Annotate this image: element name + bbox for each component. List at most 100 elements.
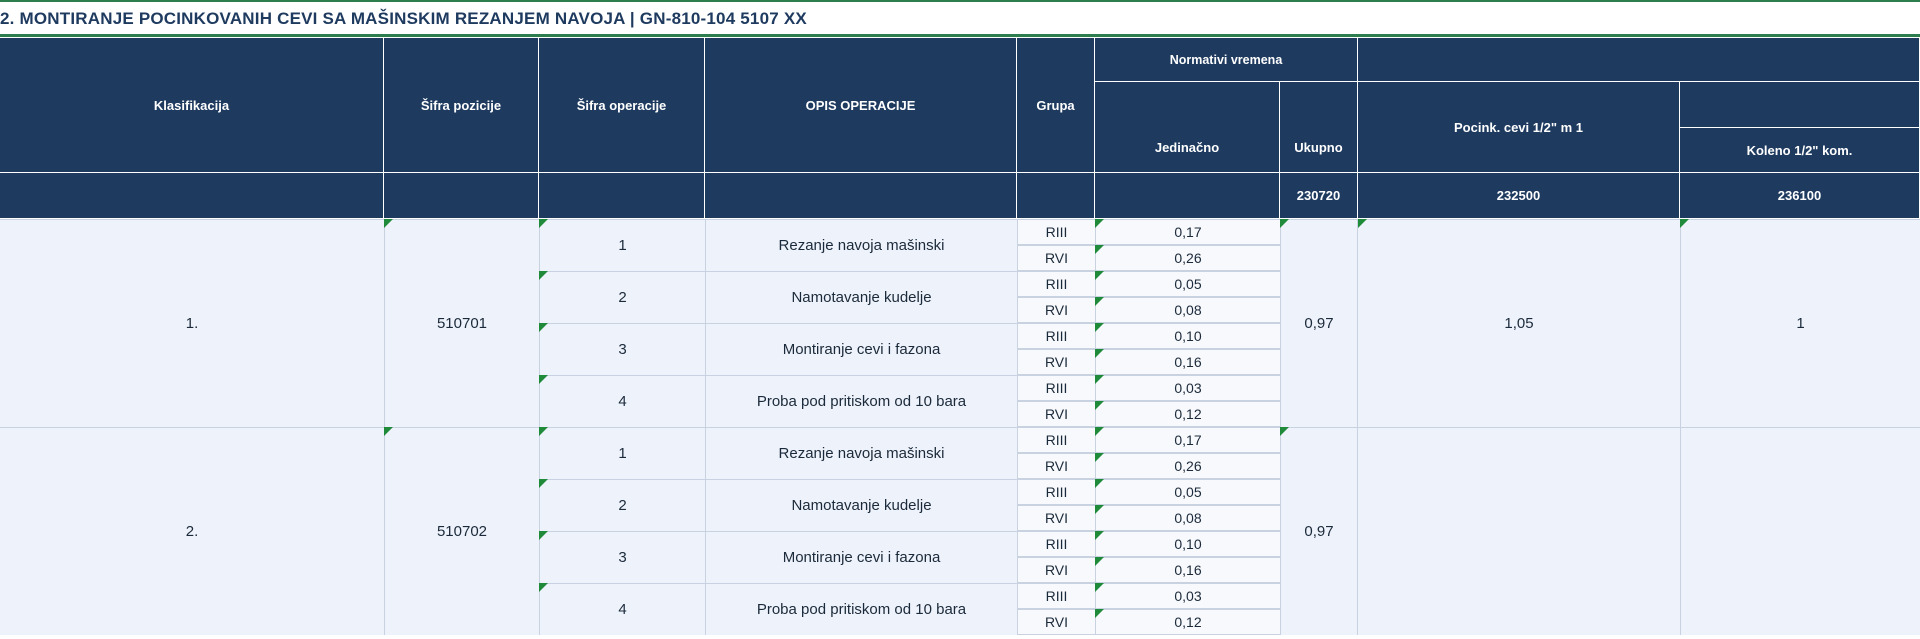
header-sifra-pozicije: Šifra pozicije	[384, 38, 539, 173]
sifra-pozicije-cell: 510702	[384, 427, 539, 635]
comment-marker	[1095, 479, 1104, 488]
ukupno-cell: 0,97	[1280, 427, 1358, 635]
operation-description-cell: Namotavanje kudelje	[705, 479, 1017, 531]
grupa-cell: RVI	[1017, 349, 1095, 375]
header-jedinacno: Jedinačno	[1095, 82, 1280, 173]
code-empty	[1017, 173, 1095, 219]
comment-marker	[1095, 505, 1104, 514]
grupa-cell: RVI	[1017, 505, 1095, 531]
operation-code-cell: 1	[539, 427, 705, 479]
header-grupa: Grupa	[1017, 38, 1095, 173]
operation-description-cell: Montiranje cevi i fazona	[705, 531, 1017, 583]
grupa-cell: RVI	[1017, 609, 1095, 635]
jedinacno-cell: 0,08	[1095, 297, 1280, 323]
header-klasifikacija: Klasifikacija	[0, 38, 384, 173]
comment-marker	[1095, 297, 1104, 306]
code-ukupno: 230720	[1280, 173, 1358, 219]
code-empty	[384, 173, 539, 219]
comment-marker	[384, 427, 393, 436]
code-pocink-cevi: 232500	[1358, 173, 1680, 219]
grupa-cell: RIII	[1017, 271, 1095, 297]
grupa-cell: RVI	[1017, 557, 1095, 583]
comment-marker	[1280, 427, 1289, 436]
koleno-cell	[1680, 427, 1920, 635]
grupa-cell: RIII	[1017, 219, 1095, 245]
jedinacno-cell: 0,05	[1095, 479, 1280, 505]
operation-code-cell: 2	[539, 479, 705, 531]
comment-marker	[539, 375, 548, 384]
koleno-cell: 1	[1680, 219, 1920, 427]
title-bar: 2. MONTIRANJE POCINKOVANIH CEVI SA MAŠIN…	[0, 0, 1920, 37]
klasifikacija-cell: 2.	[0, 427, 384, 635]
header-sifra-operacije: Šifra operacije	[539, 38, 705, 173]
grupa-cell: RIII	[1017, 479, 1095, 505]
header-empty-right-mid	[1680, 82, 1920, 128]
jedinacno-cell: 0,10	[1095, 323, 1280, 349]
operation-code-cell: 4	[539, 583, 705, 635]
operation-description-cell: Proba pod pritiskom od 10 bara	[705, 375, 1017, 427]
grupa-cell: RIII	[1017, 375, 1095, 401]
operation-code-cell: 3	[539, 323, 705, 375]
header-koleno: Koleno 1/2" kom.	[1680, 128, 1920, 173]
operation-code-cell: 4	[539, 375, 705, 427]
comment-marker	[539, 531, 548, 540]
operation-code-cell: 3	[539, 531, 705, 583]
operation-description-cell: Rezanje navoja mašinski	[705, 427, 1017, 479]
comment-marker	[1095, 401, 1104, 410]
comment-marker	[1095, 349, 1104, 358]
operation-description-cell: Proba pod pritiskom od 10 bara	[705, 583, 1017, 635]
comment-marker	[1095, 245, 1104, 254]
jedinacno-cell: 0,10	[1095, 531, 1280, 557]
header-ukupno: Ukupno	[1280, 82, 1358, 173]
comment-marker	[1095, 271, 1104, 280]
comment-marker	[1095, 219, 1104, 228]
grupa-cell: RVI	[1017, 297, 1095, 323]
header-pocink-cevi: Pocink. cevi 1/2" m 1	[1358, 82, 1680, 173]
operation-description-cell: Montiranje cevi i fazona	[705, 323, 1017, 375]
comment-marker	[539, 271, 548, 280]
code-empty	[1095, 173, 1280, 219]
operation-description-cell: Namotavanje kudelje	[705, 271, 1017, 323]
grupa-cell: RIII	[1017, 531, 1095, 557]
klasifikacija-cell: 1.	[0, 219, 384, 427]
comment-marker	[1095, 375, 1104, 384]
operation-code-cell: 1	[539, 219, 705, 271]
pocink-cevi-cell	[1358, 427, 1680, 635]
operation-description-cell: Rezanje navoja mašinski	[705, 219, 1017, 271]
grupa-cell: RIII	[1017, 427, 1095, 453]
grupa-cell: RVI	[1017, 245, 1095, 271]
code-koleno: 236100	[1680, 173, 1920, 219]
grupa-cell: RVI	[1017, 453, 1095, 479]
comment-marker	[384, 219, 393, 228]
jedinacno-cell: 0,17	[1095, 427, 1280, 453]
comment-marker	[1095, 453, 1104, 462]
grupa-cell: RIII	[1017, 583, 1095, 609]
comment-marker	[1095, 427, 1104, 436]
jedinacno-cell: 0,03	[1095, 375, 1280, 401]
header-opis-operacije: OPIS OPERACIJE	[705, 38, 1017, 173]
code-empty	[0, 173, 384, 219]
jedinacno-cell: 0,16	[1095, 557, 1280, 583]
pocink-cevi-cell: 1,05	[1358, 219, 1680, 427]
header-normativi-vremena: Normativi vremena	[1095, 38, 1358, 82]
comment-marker	[1095, 531, 1104, 540]
comment-marker	[539, 583, 548, 592]
comment-marker	[1095, 609, 1104, 618]
comment-marker	[1680, 219, 1689, 228]
comment-marker	[1095, 583, 1104, 592]
jedinacno-cell: 0,26	[1095, 453, 1280, 479]
comment-marker	[1280, 219, 1289, 228]
comment-marker	[1095, 323, 1104, 332]
comment-marker	[539, 479, 548, 488]
jedinacno-cell: 0,12	[1095, 401, 1280, 427]
jedinacno-cell: 0,16	[1095, 349, 1280, 375]
comment-marker	[539, 427, 548, 436]
header-empty-top-right	[1358, 38, 1920, 82]
code-empty	[705, 173, 1017, 219]
page-title: 2. MONTIRANJE POCINKOVANIH CEVI SA MAŠIN…	[0, 9, 807, 28]
grupa-cell: RVI	[1017, 401, 1095, 427]
jedinacno-cell: 0,08	[1095, 505, 1280, 531]
jedinacno-cell: 0,26	[1095, 245, 1280, 271]
grupa-cell: RIII	[1017, 323, 1095, 349]
comment-marker	[1095, 557, 1104, 566]
